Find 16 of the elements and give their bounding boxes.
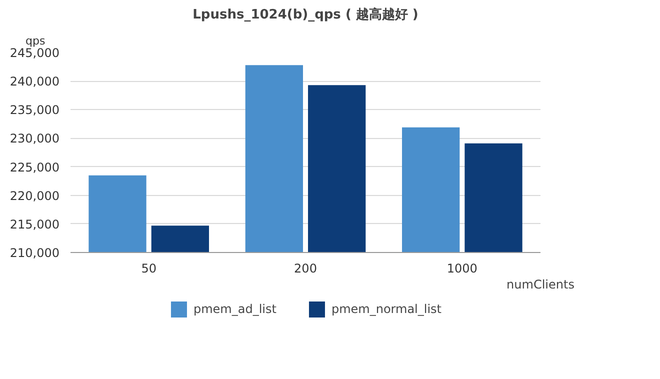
y-tick-label: 240,000 [10, 74, 60, 89]
y-tick-label: 210,000 [10, 246, 60, 260]
x-tick-label: 1000 [446, 262, 478, 276]
y-tick-label: 215,000 [10, 217, 60, 232]
x-tick-label: 50 [141, 262, 156, 276]
y-axis-title: qps [26, 34, 46, 48]
y-tick-label: 230,000 [10, 132, 60, 146]
x-axis-title: numClients [506, 278, 574, 292]
y-tick-label: 235,000 [10, 103, 60, 118]
y-tick-label: 220,000 [10, 188, 60, 203]
y-tick-label: 245,000 [10, 46, 60, 60]
y-tick-label: 225,000 [10, 160, 60, 174]
legend-label: pmem_normal_list [331, 302, 442, 316]
x-tick-label: 200 [294, 262, 317, 276]
legend-label: pmem_ad_list [193, 302, 276, 316]
chart-title: Lpushs_1024(b)_qps ( 越高越好 ) [192, 6, 418, 22]
